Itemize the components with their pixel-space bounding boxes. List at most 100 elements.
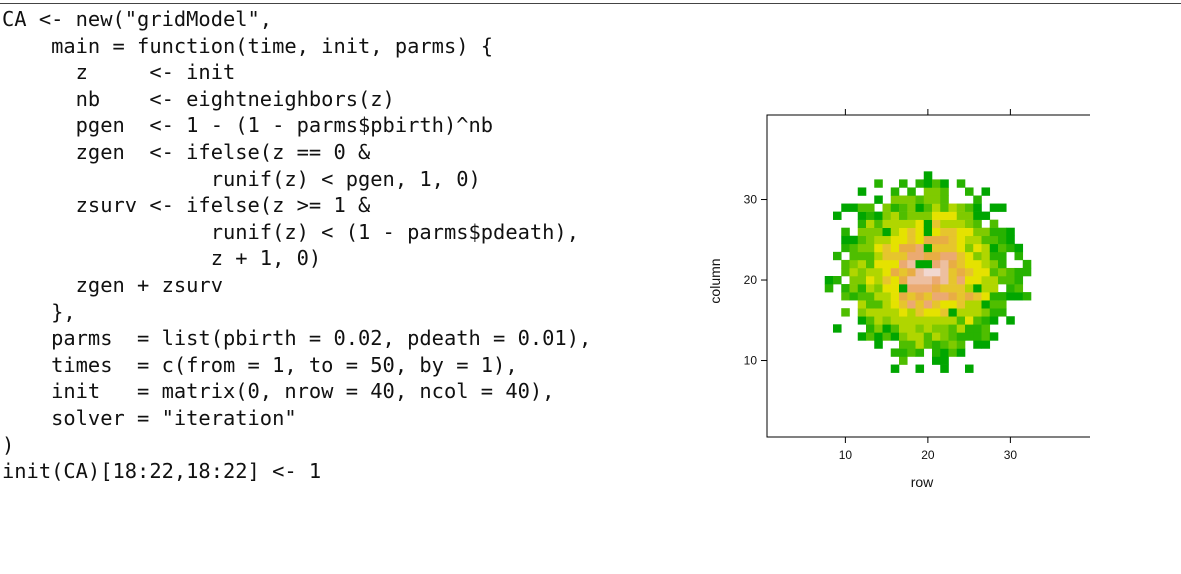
heatmap-cell	[956, 267, 966, 277]
heatmap-cell	[857, 267, 867, 277]
heatmap-cell	[874, 276, 883, 285]
heatmap-cell	[866, 292, 875, 301]
heatmap-cell	[915, 308, 925, 317]
heatmap-cell	[965, 316, 974, 325]
heatmap-cell	[923, 267, 933, 277]
heatmap-cell	[890, 316, 900, 325]
heatmap-cell	[890, 292, 900, 301]
heatmap-cell	[956, 300, 966, 309]
heatmap-cell	[923, 171, 933, 180]
heatmap-cell	[882, 284, 892, 293]
code-listing: CA <- new("gridModel", main = function(t…	[2, 6, 591, 485]
heatmap-cell	[899, 308, 908, 317]
code-line: z + 1, 0)	[2, 246, 322, 271]
heatmap-cell	[981, 332, 991, 341]
heatmap-cell	[932, 316, 941, 325]
heatmap-cell	[923, 284, 933, 293]
heatmap-cell	[907, 251, 916, 261]
heatmap-cell	[857, 292, 867, 301]
plot-panel-border	[766, 114, 1090, 438]
heatmap-cell	[866, 300, 875, 309]
heatmap-cell	[915, 292, 925, 301]
heatmap-cell	[915, 211, 925, 220]
heatmap-cell	[989, 243, 999, 253]
heatmap-cell	[833, 276, 842, 285]
heatmap-cell	[956, 324, 966, 333]
heatmap-cell	[890, 300, 900, 309]
heatmap-cell	[948, 292, 958, 301]
heatmap-cell	[965, 300, 974, 309]
heatmap-cell	[948, 243, 958, 253]
heatmap-cell	[857, 332, 867, 341]
heatmap-cell	[882, 227, 892, 237]
heatmap-cell	[882, 332, 892, 341]
heatmap-cell	[874, 179, 883, 188]
heatmap-cell	[890, 227, 900, 237]
heatmap-cell	[965, 292, 974, 301]
heatmap-cell	[948, 276, 958, 285]
heatmap-cell	[899, 235, 908, 245]
heatmap-cell	[981, 340, 991, 349]
heatmap-cell	[907, 219, 916, 228]
heatmap-cell	[915, 227, 925, 237]
heatmap-cell	[965, 211, 974, 220]
heatmap-cell	[973, 324, 982, 333]
heatmap-cell	[923, 243, 933, 253]
heatmap-cell	[940, 235, 949, 245]
x-tick-label: 10	[839, 448, 853, 462]
heatmap-cell	[899, 332, 908, 341]
heatmap-cell	[1014, 251, 1024, 261]
heatmap-cell	[948, 332, 958, 341]
heatmap-cell	[956, 259, 966, 269]
heatmap-cell	[932, 203, 941, 212]
heatmap-cell	[932, 324, 941, 333]
heatmap-cell	[899, 300, 908, 309]
heatmap-cell	[890, 187, 900, 196]
code-line: runif(z) < (1 - parms$pdeath),	[2, 219, 579, 244]
heatmap-cell	[923, 340, 933, 349]
heatmap-cell	[932, 292, 941, 301]
heatmap-cell	[973, 340, 982, 349]
heatmap-cell	[882, 203, 892, 212]
heatmap-cell	[965, 259, 974, 269]
heatmap-cell	[866, 316, 875, 325]
heatmap-cell	[899, 259, 908, 269]
heatmap-cell	[915, 251, 925, 261]
heatmap-cell	[874, 195, 883, 204]
heatmap-cell	[907, 348, 916, 357]
heatmap-cell	[940, 219, 949, 228]
heatmap-cell	[1014, 267, 1024, 277]
heatmap-cell	[989, 267, 999, 277]
heatmap-cell	[989, 259, 999, 269]
heatmap-cell	[940, 340, 949, 349]
heatmap-cell	[940, 292, 949, 301]
heatmap-cell	[907, 276, 916, 285]
heatmap-cell	[1014, 292, 1024, 301]
heatmap-cell	[932, 300, 941, 309]
heatmap-cell	[940, 227, 949, 237]
heatmap-cell	[857, 308, 867, 317]
heatmap-cell	[932, 243, 941, 253]
heatmap-cell	[989, 227, 999, 237]
heatmap-cell	[874, 340, 883, 349]
heatmap-cell	[932, 308, 941, 317]
heatmap-cell	[890, 348, 900, 357]
heatmap-cell	[998, 203, 1007, 212]
code-line: pgen <- 1 - (1 - parms$pbirth)^nb	[2, 113, 494, 138]
heatmap-cell	[899, 179, 908, 188]
heatmap-cell	[866, 284, 875, 293]
heatmap-cell	[989, 219, 999, 228]
heatmap-cell	[923, 292, 933, 301]
heatmap-cell	[973, 308, 982, 317]
heatmap-cell	[948, 203, 958, 212]
heatmap-cell	[948, 259, 958, 269]
heatmap-cell	[882, 267, 892, 277]
heatmap-cell	[907, 316, 916, 325]
heatmap-cell	[981, 251, 991, 261]
heatmap-cell	[915, 267, 925, 277]
heatmap-cell	[1022, 292, 1032, 301]
heatmap-cell	[923, 235, 933, 245]
heatmap-cell	[907, 203, 916, 212]
heatmap-cell	[915, 340, 925, 349]
heatmap-cell	[948, 235, 958, 245]
